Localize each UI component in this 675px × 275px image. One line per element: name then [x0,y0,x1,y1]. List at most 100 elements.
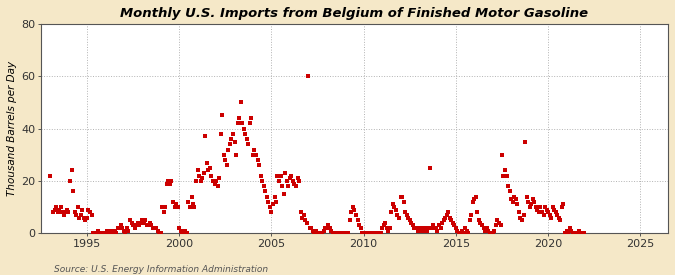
Point [491,223,502,228]
Point [249,147,260,152]
Point [481,226,492,230]
Point [180,229,190,233]
Point [192,168,203,173]
Point [463,231,474,235]
Point [280,171,291,175]
Point [94,231,105,235]
Point [297,215,308,220]
Point [329,231,340,235]
Point [514,210,524,214]
Point [360,231,371,235]
Point [480,229,491,233]
Point [108,231,119,235]
Point [45,174,55,178]
Point [416,226,427,230]
Point [561,229,572,233]
Point [292,176,303,180]
Point [469,197,480,201]
Point [564,226,575,230]
Point [431,226,441,230]
Point [303,74,314,78]
Point [63,210,74,214]
Point [425,166,435,170]
Point [440,215,451,220]
Point [380,221,391,225]
Point [244,121,255,125]
Point [263,200,273,204]
Point [460,226,470,230]
Point [209,181,220,186]
Point [90,231,101,235]
Point [172,205,183,209]
Point [449,223,460,228]
Point [183,200,194,204]
Point [304,226,315,230]
Point [408,223,418,228]
Point [295,210,306,214]
Point [278,192,289,196]
Point [418,229,429,233]
Point [378,223,389,228]
Point [367,231,378,235]
Point [569,231,580,235]
Point [315,231,326,235]
Point [131,223,142,228]
Point [373,231,384,235]
Point [497,153,508,157]
Point [252,158,263,162]
Point [142,223,153,228]
Point [500,168,510,173]
Point [243,142,254,147]
Point [472,210,483,214]
Point [97,231,107,235]
Point [526,202,537,207]
Point [275,174,286,178]
Point [337,231,348,235]
Point [290,184,301,188]
Point [560,231,570,235]
Point [333,231,344,235]
Point [80,218,91,222]
Point [206,174,217,178]
Point [516,218,527,222]
Point [100,231,111,235]
Point [226,137,237,141]
Point [143,223,154,228]
Point [198,171,209,175]
Point [375,231,386,235]
Point [267,202,278,207]
Point [151,226,161,230]
Point [435,226,446,230]
Point [401,213,412,217]
Point [454,231,464,235]
Y-axis label: Thousand Barrels per Day: Thousand Barrels per Day [7,61,17,196]
Point [572,231,583,235]
Point [103,231,114,235]
Point [182,231,192,235]
Point [332,231,343,235]
Point [486,231,497,235]
Point [203,168,214,173]
Point [461,229,472,233]
Point [49,208,60,212]
Point [106,229,117,233]
Point [348,205,358,209]
Point [344,218,355,222]
Point [88,231,99,235]
Point [521,194,532,199]
Point [502,174,512,178]
Point [269,194,280,199]
Point [165,181,176,186]
Point [566,229,576,233]
Point [237,121,248,125]
Point [495,223,506,228]
Point [421,229,432,233]
Point [78,215,89,220]
Point [531,205,541,209]
Point [274,179,285,183]
Point [235,100,246,104]
Point [138,221,149,225]
Point [240,132,250,136]
Point [289,181,300,186]
Point [72,205,83,209]
